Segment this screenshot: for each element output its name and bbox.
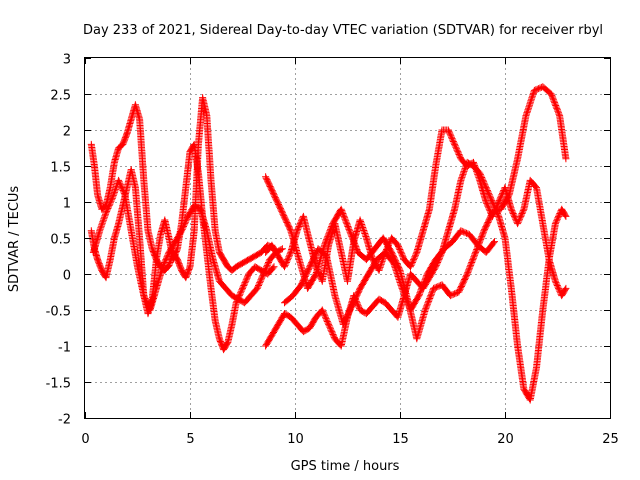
- x-axis-label: GPS time / hours: [291, 459, 400, 474]
- y-tick-label: 2: [63, 125, 71, 140]
- series-track-b: [87, 140, 278, 354]
- y-tick-label: -2: [58, 413, 71, 428]
- plus-markers: [87, 140, 278, 354]
- data-marks: [87, 83, 570, 404]
- series-track-a: [87, 94, 278, 282]
- x-tick-label: 20: [497, 432, 514, 447]
- series-track-d: [262, 158, 570, 404]
- plot-frame: [84, 57, 611, 419]
- plus-markers: [262, 158, 570, 404]
- y-tick-label: 1: [63, 197, 71, 212]
- x-tick-labels: 0 5 10 15 20 25: [81, 432, 618, 447]
- y-tick-label: -0.5: [46, 305, 71, 320]
- y-tick-label: -1.5: [46, 377, 71, 392]
- series-track-g: [281, 227, 498, 328]
- x-tick-label: 15: [392, 432, 409, 447]
- axis-ticks: [85, 58, 611, 419]
- x-tick-label: 0: [81, 432, 89, 447]
- grid: [85, 58, 610, 418]
- x-tick-label: 10: [287, 432, 304, 447]
- plus-markers: [87, 94, 278, 282]
- chart-title: Day 233 of 2021, Sidereal Day-to-day VTE…: [83, 23, 603, 38]
- y-tick-label: 0.5: [50, 233, 71, 248]
- y-axis-label: SDTVAR / TECUs: [7, 186, 22, 293]
- y-tick-label: -1: [58, 341, 71, 356]
- y-tick-label: 3: [63, 53, 71, 68]
- series-track-c: [89, 176, 286, 314]
- plus-markers: [89, 176, 286, 314]
- y-tick-label: 0: [63, 269, 71, 284]
- y-tick-label: 1.5: [50, 161, 71, 176]
- x-tick-label: 5: [186, 432, 194, 447]
- x-tick-label: 25: [602, 432, 619, 447]
- y-tick-label: 2.5: [50, 89, 71, 104]
- y-tick-labels: -2 -1.5 -1 -0.5 0 0.5 1 1.5 2 2.5 3: [46, 53, 71, 428]
- plus-markers: [281, 227, 498, 328]
